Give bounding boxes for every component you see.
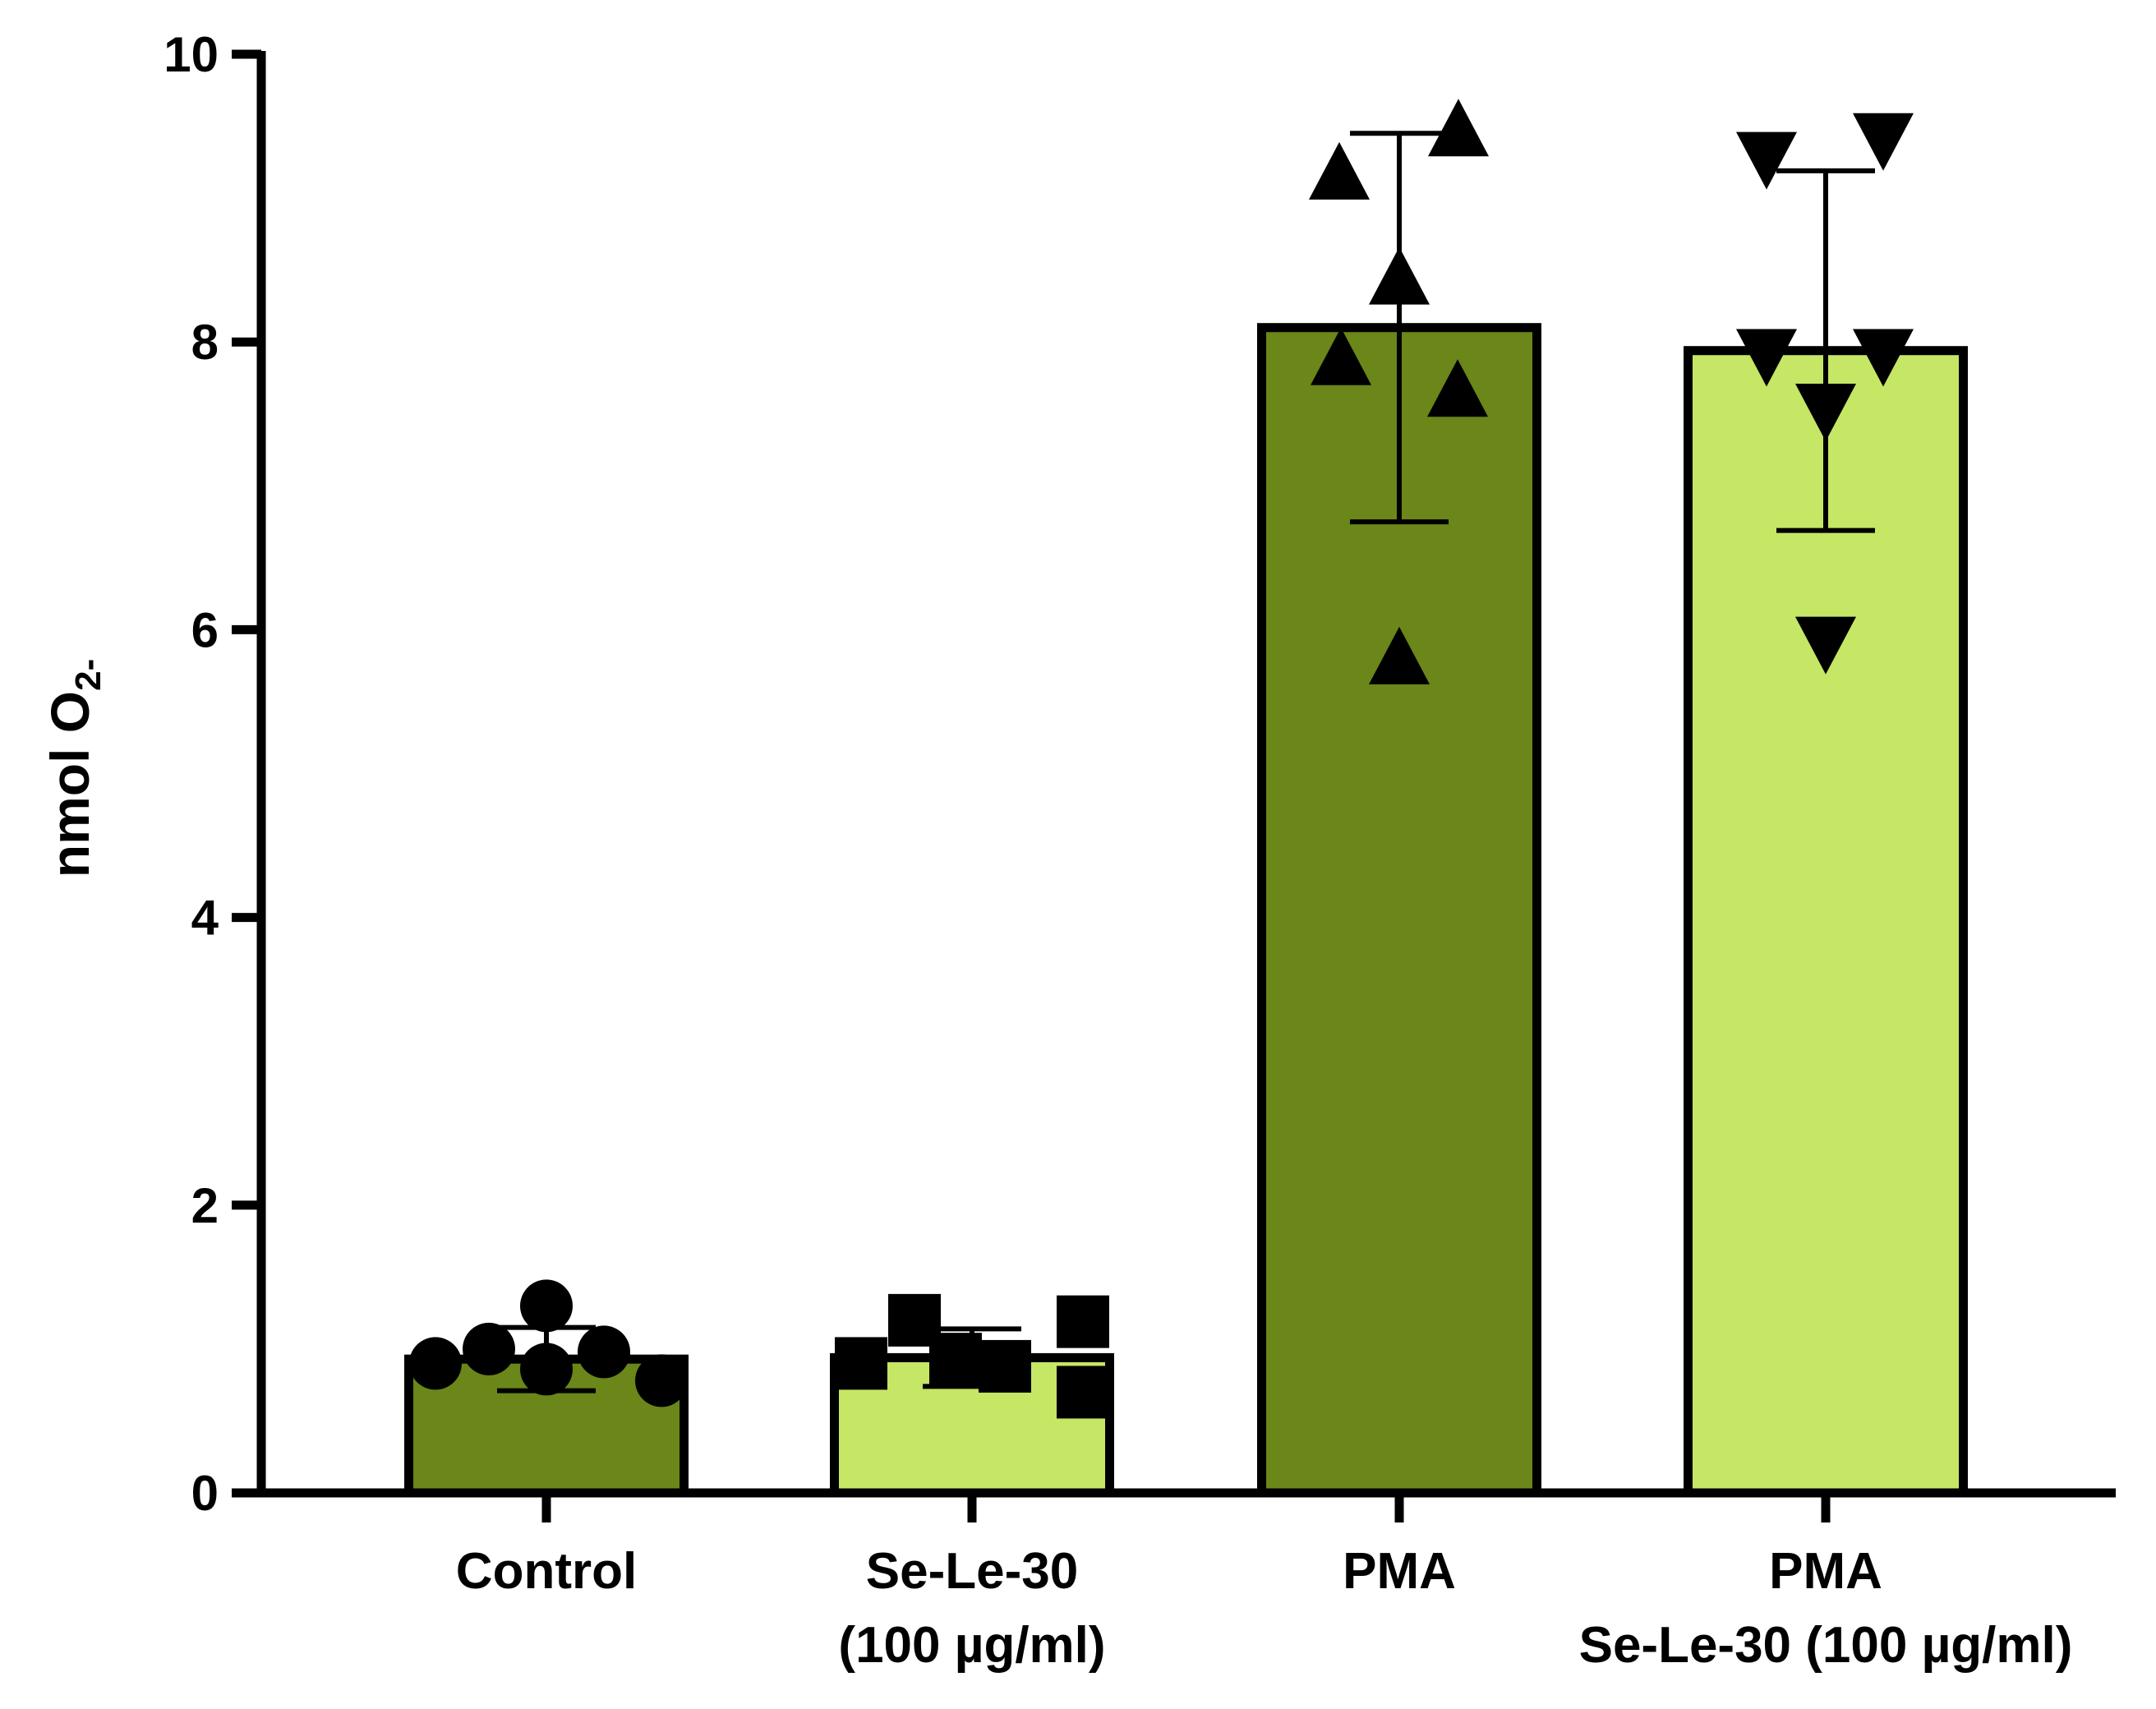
bars <box>404 323 1968 1498</box>
data-point-0-0 <box>409 1337 462 1390</box>
data-point-0-2 <box>520 1279 573 1333</box>
y-tick-label-4: 4 <box>191 891 219 946</box>
y-tick-label-8: 8 <box>191 315 219 370</box>
y-tick-label-10: 10 <box>164 27 219 82</box>
data-point-3-1 <box>1853 113 1914 171</box>
data-point-3-5 <box>1795 616 1856 675</box>
y-tick-label-2: 2 <box>191 1178 219 1233</box>
data-point-2-2 <box>1369 246 1430 305</box>
x-category-label-2: PMA <box>1343 1543 1456 1600</box>
data-point-2-3 <box>1311 327 1371 385</box>
data-point-0-1 <box>463 1322 515 1375</box>
data-point-3-0 <box>1736 131 1797 190</box>
error-bars <box>497 131 1875 1393</box>
data-point-1-5 <box>1057 1366 1109 1419</box>
x-category-label-3: PMA Se-Le-30 (100 µg/ml) <box>1579 1543 2073 1674</box>
y-axis-title: nmol O2- <box>39 659 108 878</box>
data-point-2-1 <box>1428 99 1489 157</box>
data-point-3-3 <box>1853 329 1914 387</box>
data-point-1-2 <box>929 1333 982 1386</box>
data-point-1-3 <box>979 1339 1031 1393</box>
y-tick-label-6: 6 <box>191 602 219 657</box>
data-point-1-0 <box>835 1337 887 1390</box>
data-point-2-0 <box>1309 141 1370 200</box>
bar-3 <box>1684 346 1968 1498</box>
x-category-label-0: Control <box>456 1543 637 1600</box>
y-axis: 0 2 4 6 8 10 <box>164 27 266 1521</box>
x-axis: Control Se-Le-30 (100 µg/ml) PMA PMA Se-Le-30… <box>257 1488 2116 1674</box>
y-tick-label-0: 0 <box>191 1466 219 1521</box>
data-point-0-3 <box>520 1343 573 1396</box>
data-point-1-4 <box>1057 1295 1109 1348</box>
data-point-0-5 <box>635 1354 688 1407</box>
data-point-2-4 <box>1427 359 1488 417</box>
data-point-2-5 <box>1369 626 1430 684</box>
error-bar-3 <box>1776 168 1875 533</box>
error-bar-2 <box>1350 131 1449 525</box>
data-points <box>409 99 1914 1419</box>
data-point-0-4 <box>578 1325 630 1379</box>
x-category-label-1: Se-Le-30 (100 µg/ml) <box>838 1543 1105 1674</box>
data-point-3-4 <box>1795 383 1856 441</box>
data-point-3-2 <box>1736 329 1797 387</box>
